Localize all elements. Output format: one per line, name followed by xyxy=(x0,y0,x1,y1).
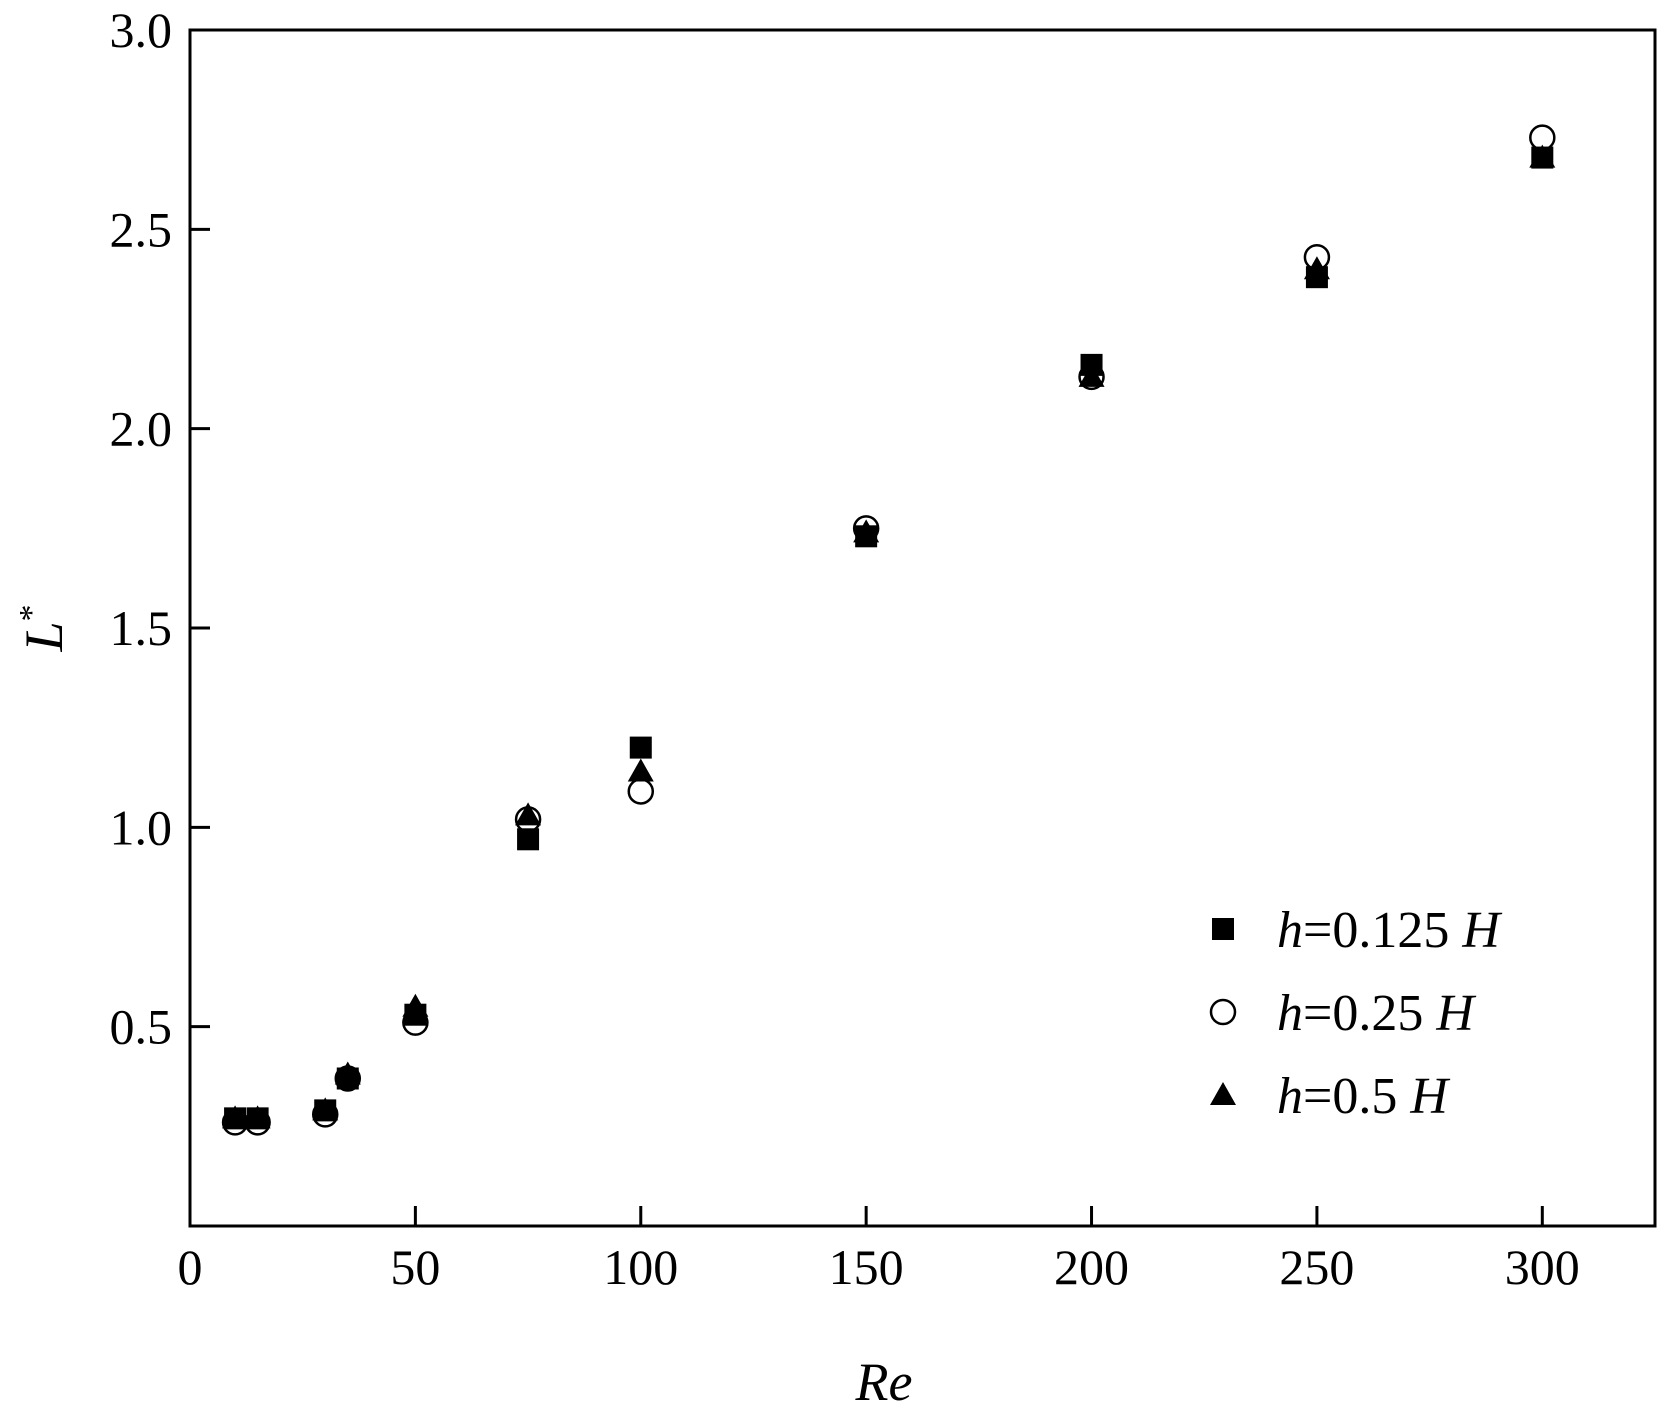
legend-item: h=0.5 H xyxy=(1210,1068,1450,1125)
x-tick-label: 300 xyxy=(1505,1239,1580,1295)
series-1 xyxy=(224,146,1554,1130)
legend-marker xyxy=(1209,998,1237,1026)
data-point xyxy=(515,802,542,826)
x-tick-label: 100 xyxy=(603,1239,678,1295)
data-point xyxy=(517,828,540,851)
data-point xyxy=(312,1097,339,1121)
legend-label: h=0.25 H xyxy=(1277,985,1476,1042)
x-tick-label: 0 xyxy=(178,1239,203,1295)
x-tick-label: 250 xyxy=(1279,1239,1354,1295)
x-axis-ticks: 0 50 100 150 200 250 300 xyxy=(178,1206,1580,1295)
data-point xyxy=(222,1105,249,1129)
y-tick-label: 1.5 xyxy=(110,600,173,656)
data-point xyxy=(244,1105,271,1129)
y-tick-label: 0.5 xyxy=(110,999,173,1055)
series-2 xyxy=(221,124,1556,1136)
x-tick-label: 150 xyxy=(829,1239,904,1295)
data-point xyxy=(1303,256,1330,280)
y-tick-label: 2.0 xyxy=(110,401,173,457)
data-points xyxy=(221,124,1556,1136)
y-tick-label: 2.5 xyxy=(110,201,173,257)
legend-label: h=0.125 H xyxy=(1277,902,1502,959)
data-point xyxy=(334,1061,361,1085)
legend-marker xyxy=(1210,1082,1236,1105)
x-tick-label: 200 xyxy=(1054,1239,1129,1295)
legend-item: h=0.25 H xyxy=(1209,985,1476,1042)
data-point xyxy=(1078,363,1105,387)
data-point xyxy=(402,993,429,1017)
y-axis-label: L* xyxy=(13,604,74,652)
y-tick-label: 3.0 xyxy=(110,2,173,58)
plot-frame xyxy=(188,28,1657,1228)
x-tick-label: 50 xyxy=(390,1239,440,1295)
y-tick-label: 1.0 xyxy=(110,799,173,855)
legend-item: h=0.125 H xyxy=(1212,902,1502,959)
data-point xyxy=(629,736,652,759)
data-point xyxy=(1529,144,1556,168)
data-point xyxy=(627,778,655,805)
data-point xyxy=(627,758,654,782)
y-axis-ticks: 0.5 1.0 1.5 2.0 2.5 3.0 xyxy=(110,2,210,1055)
series-3 xyxy=(222,144,1556,1129)
legend: h=0.125 H h=0.25 H h=0.5 H xyxy=(1209,902,1502,1125)
x-axis-label: Re xyxy=(855,1352,913,1412)
legend-label: h=0.5 H xyxy=(1277,1068,1450,1125)
data-point xyxy=(853,519,880,543)
legend-marker xyxy=(1212,918,1234,940)
